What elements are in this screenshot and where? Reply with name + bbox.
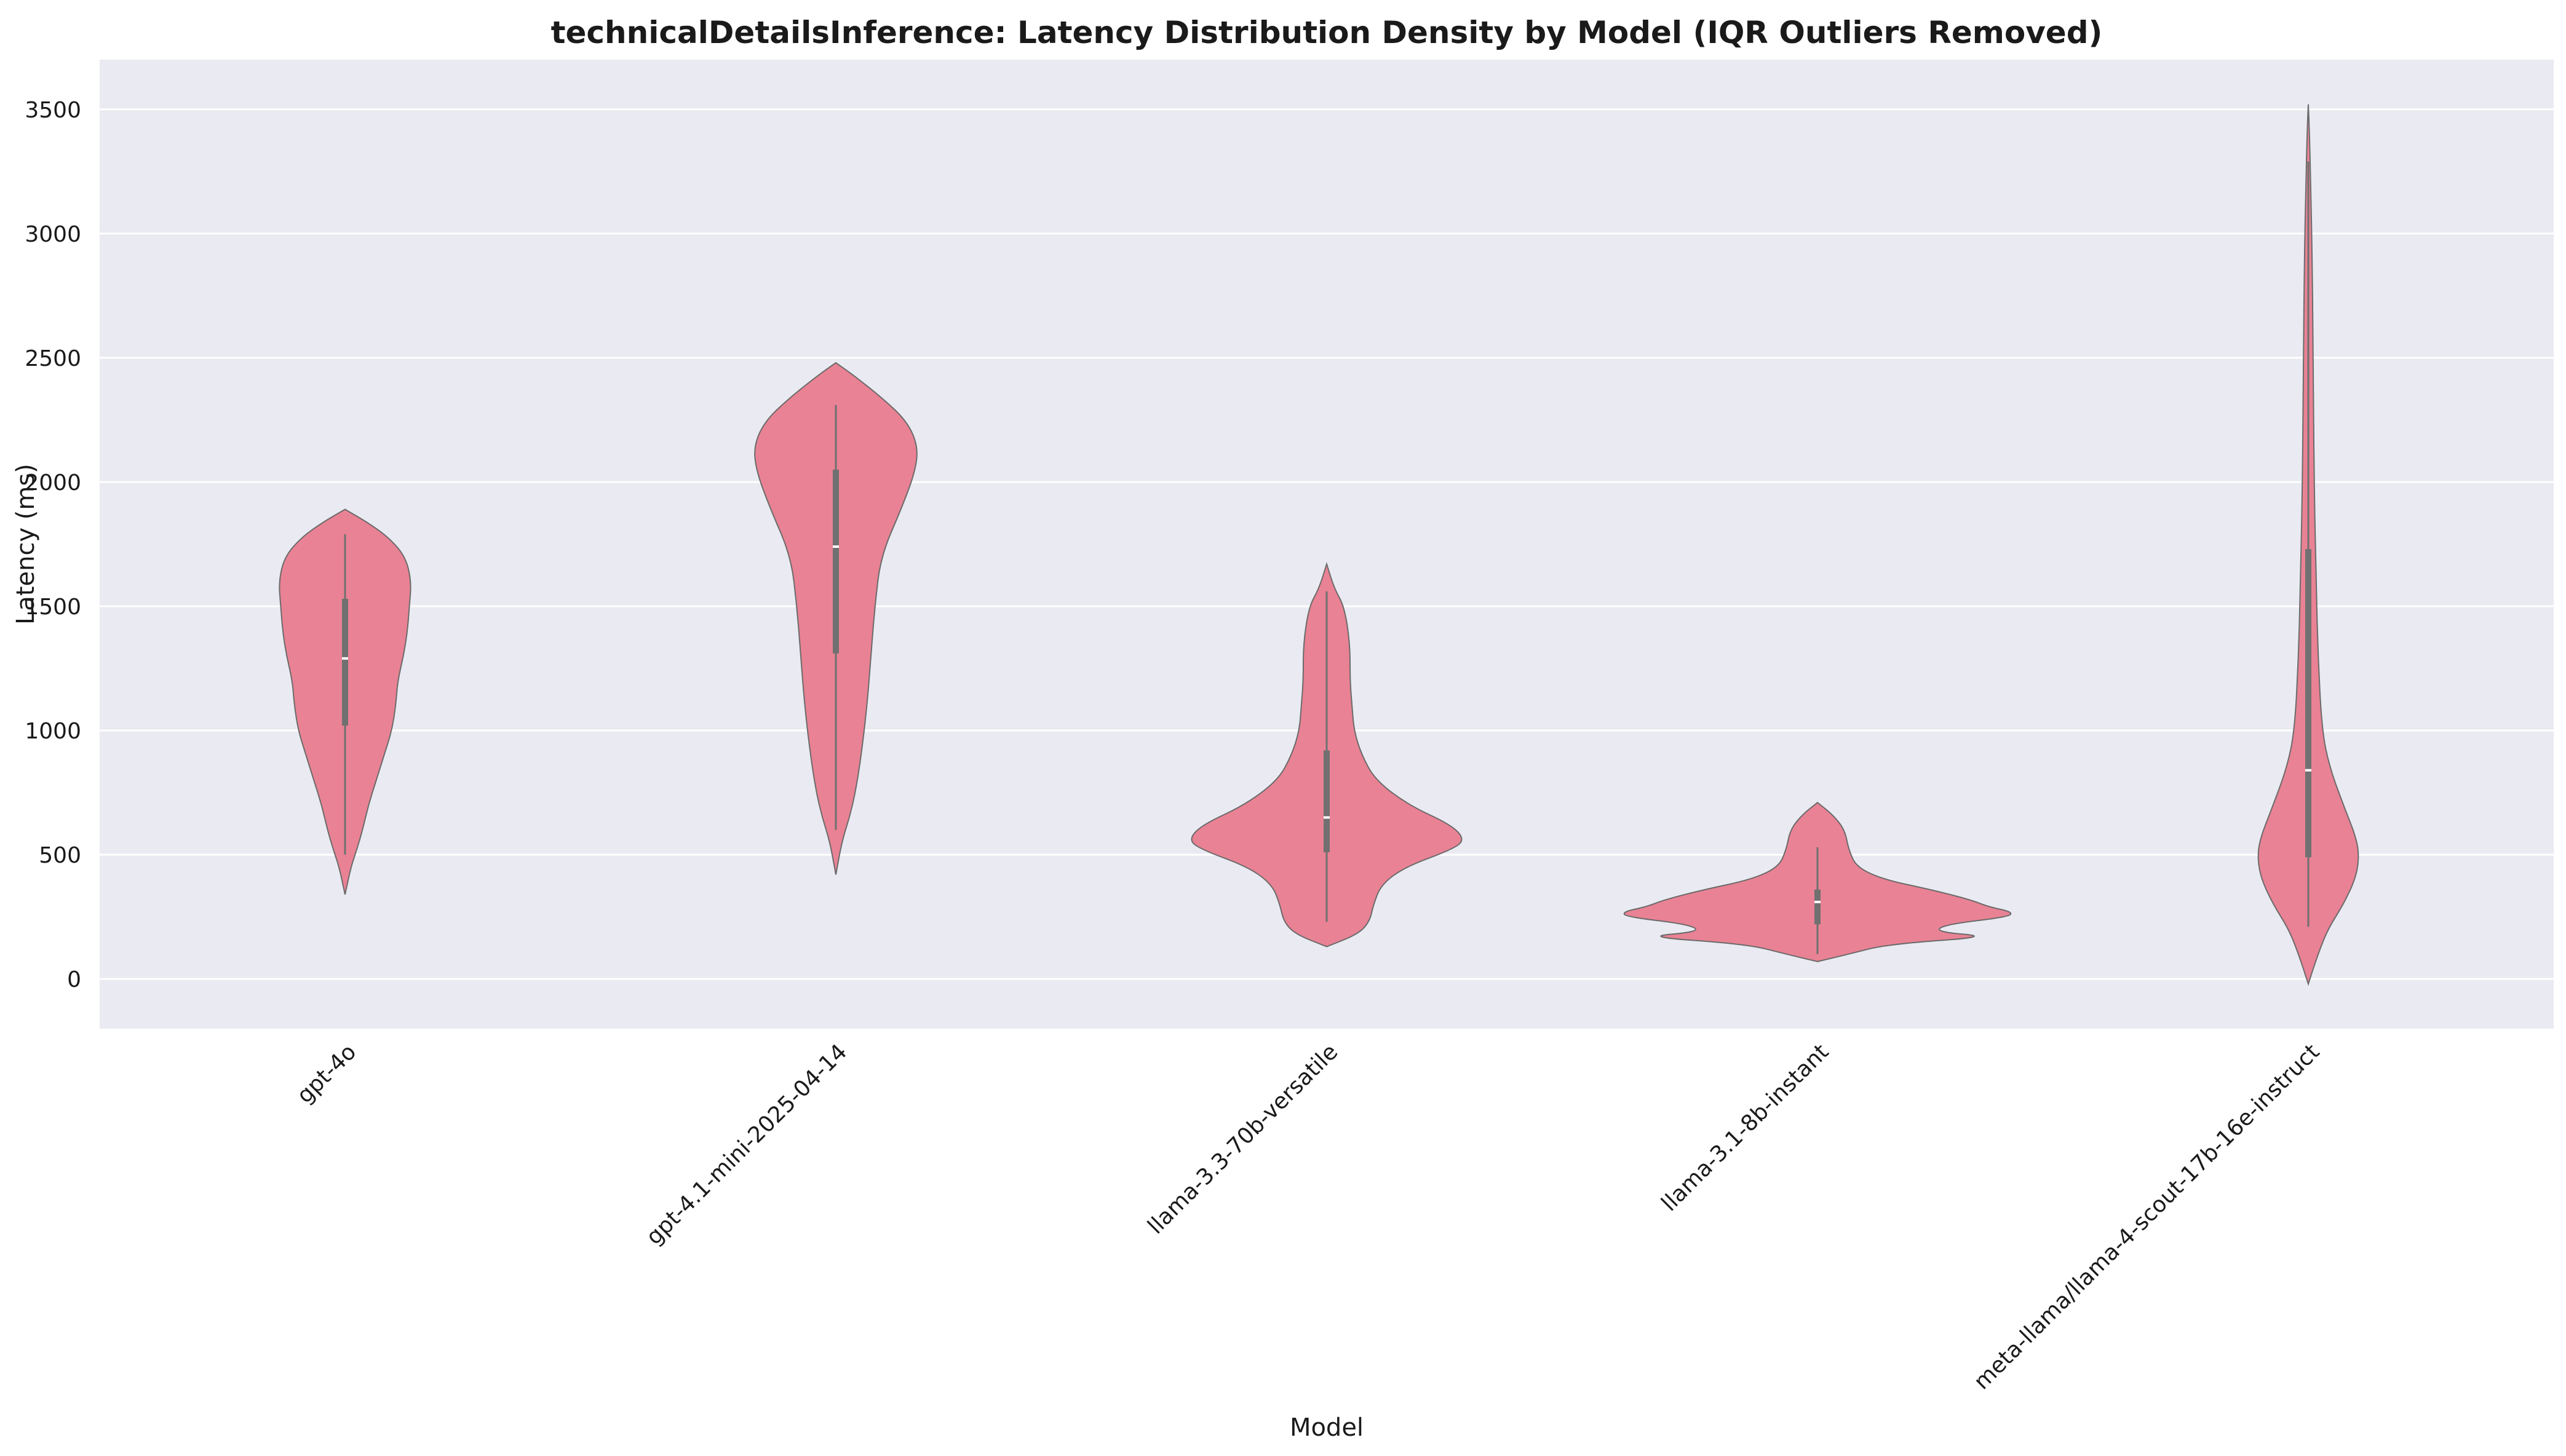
violins xyxy=(279,104,2359,986)
violin-4 xyxy=(2257,104,2359,986)
x-tick-label: meta-llama/llama-4-scout-17b-16e-instruc… xyxy=(1969,1039,2325,1395)
chart-title: technicalDetailsInference: Latency Distr… xyxy=(551,15,2103,50)
y-tick-label: 3000 xyxy=(25,222,81,247)
y-tick-label: 500 xyxy=(39,843,81,868)
violin-iqr-box xyxy=(833,469,839,654)
violin-iqr-box xyxy=(1324,750,1330,853)
x-tick-label: llama-3.3-70b-versatile xyxy=(1143,1039,1343,1239)
x-axis-label: Model xyxy=(1290,1414,1364,1442)
y-tick-label: 1500 xyxy=(25,595,81,620)
y-tick-label: 2500 xyxy=(25,346,81,371)
violin-iqr-box xyxy=(1814,889,1821,925)
x-tick-label: llama-3.1-8b-instant xyxy=(1657,1039,1834,1216)
violin-3 xyxy=(1623,802,2012,962)
x-tick-label: gpt-4o xyxy=(292,1039,361,1108)
y-axis-label: Latency (ms) xyxy=(12,464,40,625)
y-tick-label: 1000 xyxy=(25,719,81,744)
y-tick-label: 2000 xyxy=(25,470,81,496)
violin-1 xyxy=(754,362,918,875)
y-tick-label: 3500 xyxy=(25,98,81,123)
x-tick-labels: gpt-4o gpt-4.1-mini-2025-04-14 llama-3.3-7… xyxy=(292,1039,2324,1395)
violin-2 xyxy=(1191,561,1463,948)
violin-iqr-box xyxy=(342,598,348,726)
violin-iqr-box xyxy=(2305,549,2311,858)
y-tick-labels: 0 500 1000 1500 2000 2500 3000 3500 xyxy=(25,98,81,992)
x-tick-label: gpt-4.1-mini-2025-04-14 xyxy=(642,1039,852,1249)
y-tick-label: 0 xyxy=(67,967,81,992)
violin-0 xyxy=(279,508,411,895)
